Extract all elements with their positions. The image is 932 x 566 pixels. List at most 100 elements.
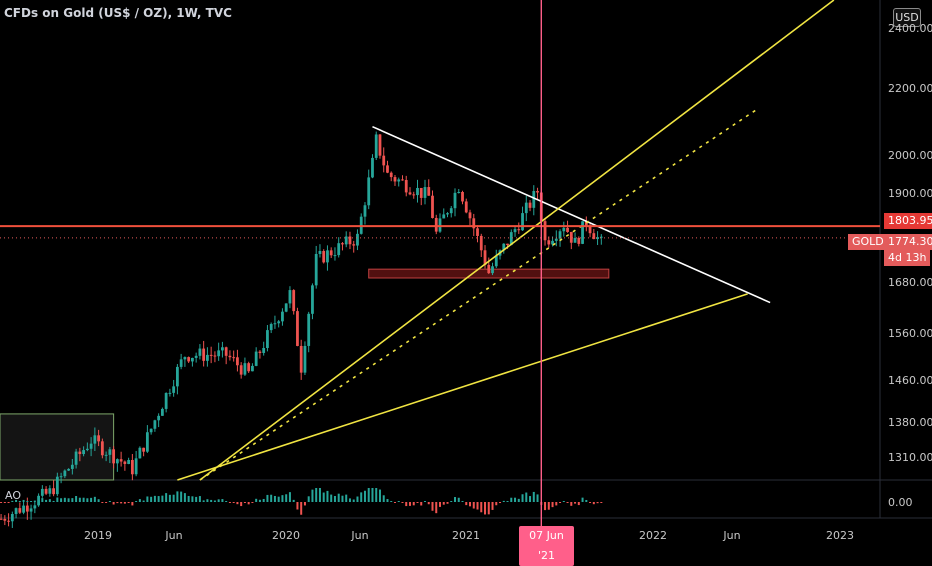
candle-body [221, 347, 224, 351]
candle-body [108, 449, 112, 455]
ao-histogram-bar [86, 498, 89, 502]
candle-body [344, 236, 348, 245]
candle-body [416, 187, 419, 196]
candle-body [536, 191, 539, 193]
ao-histogram-bar [311, 489, 314, 502]
ao-histogram-bar [390, 501, 393, 502]
candle-body [386, 165, 389, 173]
candle-body [307, 313, 311, 346]
ao-histogram-bar [37, 498, 40, 502]
candle-body [123, 461, 127, 464]
ao-histogram-bar [217, 499, 220, 502]
x-tick-label: Jun [165, 529, 183, 542]
candle-body [55, 476, 59, 495]
candle-body [213, 355, 217, 357]
candle-body [363, 205, 367, 217]
ao-histogram-bar [285, 494, 288, 502]
candle-body [266, 330, 269, 348]
x-tick-label: 2019 [84, 529, 112, 542]
candle-body [89, 443, 93, 449]
ao-histogram-bar [210, 499, 213, 502]
ao-histogram-bar [142, 500, 145, 502]
candle-body [0, 518, 3, 520]
candle-body [558, 231, 562, 239]
ao-histogram-bar [517, 498, 520, 502]
ao-histogram-bar [363, 490, 366, 502]
candle-body [517, 229, 521, 231]
ao-histogram-bar [30, 501, 33, 502]
candle-body [206, 354, 209, 361]
ao-histogram-bar [258, 499, 261, 502]
x-tick-label: 2021 [452, 529, 480, 542]
candle-body [401, 179, 404, 181]
candle-body [599, 236, 603, 238]
ao-histogram-bar [168, 494, 171, 502]
ao-histogram-bar [150, 496, 153, 502]
candle-body [138, 447, 142, 459]
candle-body [588, 226, 592, 234]
ao-histogram-bar [296, 502, 299, 510]
candle-body [337, 243, 341, 256]
currency-button[interactable]: USD [893, 8, 921, 27]
candle-body [382, 155, 386, 166]
ao-indicator-label[interactable]: AO [5, 489, 21, 502]
candle-body [562, 227, 566, 232]
candle-body [100, 441, 104, 456]
candle-body [18, 508, 22, 513]
candle-body [367, 177, 371, 206]
ao-histogram-bar [105, 502, 108, 503]
candle-body [3, 518, 7, 521]
ao-histogram-bar [82, 497, 85, 502]
ao-histogram-bar [33, 500, 36, 502]
candle-body [145, 432, 149, 452]
candle-body [97, 435, 101, 442]
ao-histogram-bar [176, 491, 179, 502]
candle-body [434, 217, 438, 232]
ao-histogram-bar [63, 497, 66, 502]
candle-body [438, 218, 442, 232]
candle-body [85, 448, 89, 451]
candle-body [326, 250, 329, 263]
candle-body [314, 253, 318, 286]
ao-histogram-bar [589, 502, 592, 503]
ao-histogram-bar [487, 502, 490, 515]
price-axis-panel [880, 0, 932, 550]
candle-body [333, 255, 337, 257]
x-tick-label: Jun [723, 529, 741, 542]
ao-histogram-bar [198, 496, 201, 502]
candle-body [115, 459, 119, 464]
ao-histogram-bar [600, 502, 603, 503]
ao-histogram-bar [341, 495, 344, 502]
ao-histogram-bar [307, 496, 310, 502]
ao-histogram-bar [225, 501, 228, 502]
yellow-trendline-shallow [177, 293, 748, 481]
ao-histogram-bar [596, 502, 599, 504]
ao-histogram-bar [48, 499, 51, 502]
price-chart[interactable] [0, 0, 932, 550]
candle-body [262, 347, 266, 353]
candle-body [299, 345, 303, 373]
ao-histogram-bar [367, 488, 370, 502]
ao-histogram-bar [506, 501, 509, 502]
ao-histogram-bar [465, 502, 468, 506]
candle-body [483, 250, 487, 265]
candle-body [397, 179, 401, 182]
current-price-badge: 1774.30 [884, 234, 932, 250]
ao-histogram-bar [262, 498, 265, 502]
ao-histogram-bar [255, 498, 258, 502]
candle-body [584, 221, 588, 227]
candle-body [479, 235, 483, 251]
y-tick-label: 1560.00 [888, 327, 932, 340]
ao-histogram-bar [11, 500, 14, 502]
candle-body [491, 266, 494, 274]
candle-body [393, 177, 397, 182]
x-tick-label: 2020 [272, 529, 300, 542]
ao-histogram-bar [41, 498, 44, 502]
ao-histogram-bar [495, 502, 498, 506]
ao-histogram-bar [78, 497, 81, 502]
candle-body [112, 449, 116, 464]
candle-body [251, 365, 254, 372]
candle-body [573, 237, 577, 243]
ao-histogram-bar [333, 496, 336, 502]
candle-body [371, 157, 374, 178]
